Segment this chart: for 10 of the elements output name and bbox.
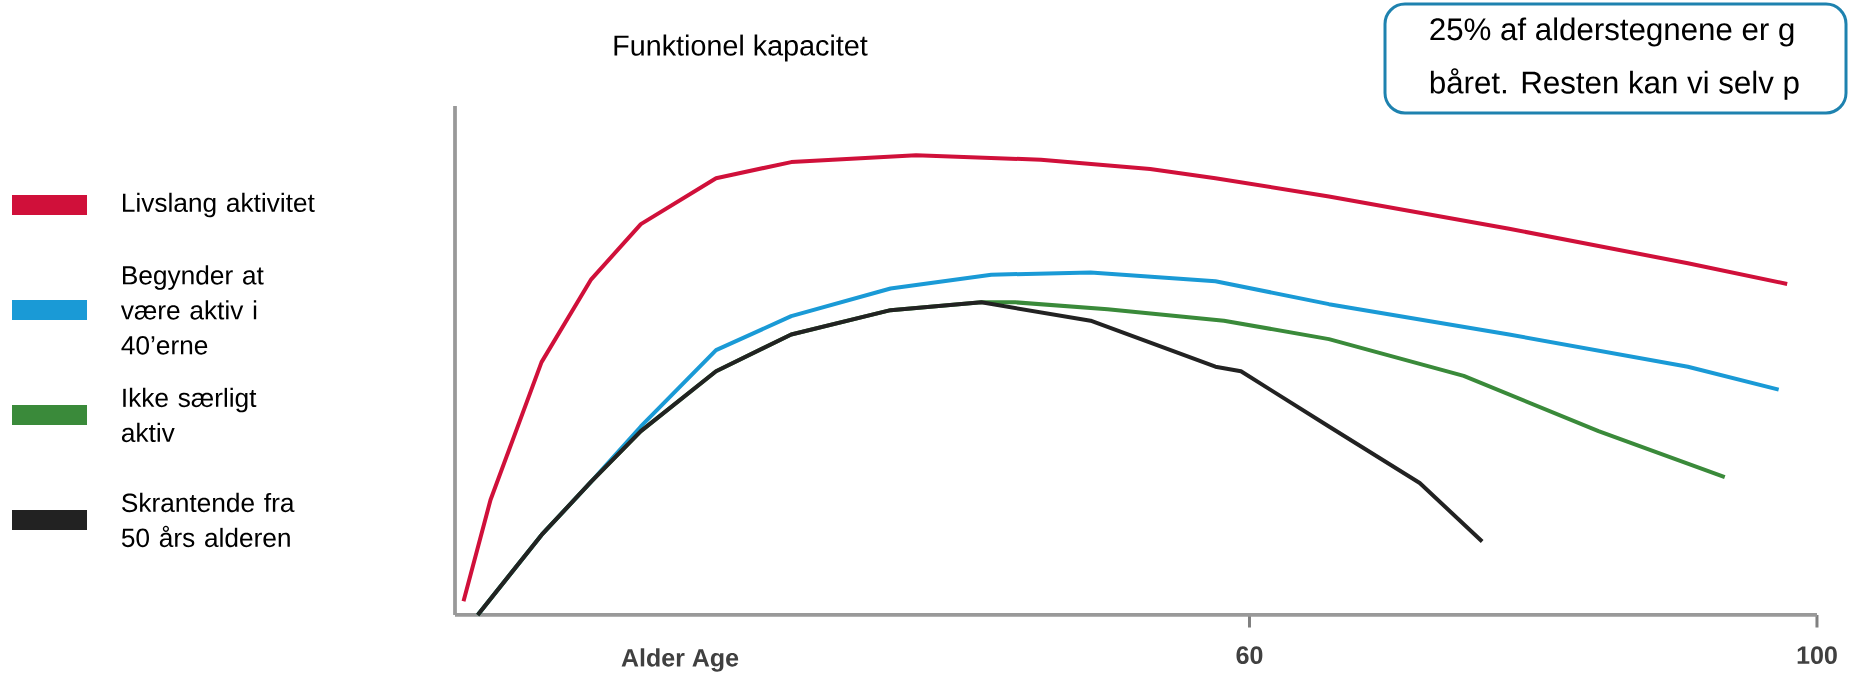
text: 25% af alderstegnene er g [1430,17,1794,47]
y-axis-title: Funktionel kapacitet [614,34,868,62]
text: båret. Resten kan vi selv p [1430,68,1799,100]
legend-label: Begynder at være aktiv i 40’erne [120,265,264,355]
legend-label: Skrantende fra 50 års alderen [121,492,295,548]
legend-label: Ikke særligt aktiv [121,387,257,443]
x-tick-label: 100 [1797,646,1837,665]
x-axis-title: Alder Age [621,648,739,672]
x-tick-label: 60 [1236,646,1263,665]
legend-label: Livslang aktivitet [123,192,315,218]
